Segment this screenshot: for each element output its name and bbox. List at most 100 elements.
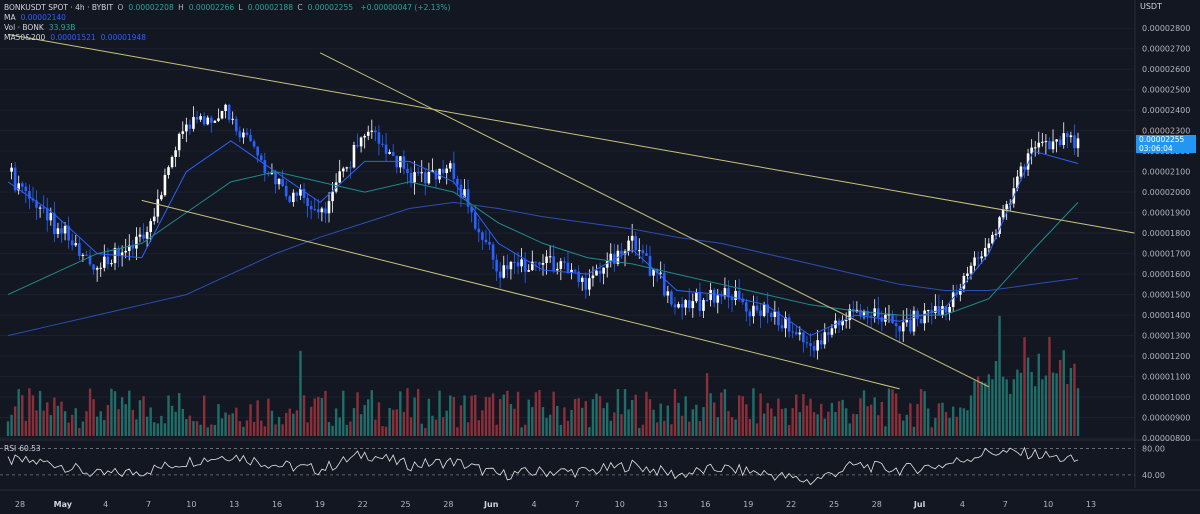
volume-bar xyxy=(81,421,85,436)
candle-body xyxy=(481,232,484,240)
volume-bar xyxy=(6,421,10,436)
candle-body xyxy=(117,247,120,256)
candle-body xyxy=(737,290,741,299)
currency-label[interactable]: USDT xyxy=(1140,2,1162,11)
candle-body xyxy=(281,178,284,186)
candle-body xyxy=(381,143,384,145)
candle-body xyxy=(566,262,570,273)
candle-body xyxy=(748,311,752,317)
volume-bar xyxy=(1005,379,1008,436)
candle-body xyxy=(67,225,70,241)
candle-body xyxy=(912,310,916,332)
symbol-label[interactable]: BONKUSDT SPOT · 4h · BYBIT xyxy=(4,3,114,12)
volume-bar xyxy=(784,408,787,436)
volume-bar xyxy=(688,421,691,436)
volume-bar xyxy=(506,390,509,436)
candle-body xyxy=(695,292,698,302)
time-axis[interactable]: 28 May 4 7 10 13 16 19 22 25 28 Jun 4 7 10 13 16 19 22 25 28… xyxy=(0,489,1200,509)
volume-bar xyxy=(128,390,131,436)
volume-bar xyxy=(698,421,702,436)
candle-body xyxy=(563,261,566,263)
volume-bar xyxy=(474,395,477,436)
volume-bar xyxy=(955,416,958,436)
candle-body xyxy=(1026,153,1030,170)
candle-body xyxy=(409,172,413,183)
rsi-value: 60.53 xyxy=(19,444,41,453)
candle-body xyxy=(17,183,20,191)
candle-body xyxy=(1016,176,1019,189)
volume-bar xyxy=(773,416,777,436)
volume-row[interactable]: Vol · BONK 33.93B xyxy=(4,23,77,33)
price-axis[interactable]: 0.00002800 0.00002700 0.00002600 0.00002500… xyxy=(1134,0,1190,488)
rsi-line xyxy=(7,446,1079,486)
volume-bar xyxy=(905,414,908,436)
candle-body xyxy=(841,320,844,326)
ma-row[interactable]: MA 0.00002140 xyxy=(4,13,68,23)
volume-bar xyxy=(192,421,195,436)
ma50-200-row[interactable]: MA50&200 0.00001521 0.00001948 xyxy=(4,33,148,43)
time-tick-label: 22 xyxy=(786,500,796,509)
candle-body xyxy=(38,207,42,209)
candle-body xyxy=(142,234,145,239)
price-candles[interactable] xyxy=(10,103,1080,360)
volume-bar xyxy=(135,419,138,436)
volume-bar xyxy=(49,415,52,436)
volume-bar xyxy=(270,410,274,436)
volume-bar xyxy=(263,426,266,436)
volume-bar xyxy=(1055,373,1058,436)
time-tick-label: 25 xyxy=(829,500,839,509)
candle-body xyxy=(420,172,424,174)
candle-body xyxy=(869,315,873,317)
price-tick-label: 0.00001100 xyxy=(1142,373,1190,382)
volume-bar xyxy=(313,398,316,436)
volume-bar xyxy=(1034,386,1037,436)
volume-bar xyxy=(459,405,463,436)
volume-bar xyxy=(295,410,299,436)
volume-bar xyxy=(67,422,70,436)
candle-body xyxy=(531,261,534,271)
time-tick-label: 4 xyxy=(103,500,108,509)
trend-lines[interactable] xyxy=(7,33,1136,390)
volume-bar xyxy=(42,410,45,436)
candle-body xyxy=(438,168,441,180)
volume-bar xyxy=(377,402,381,436)
volume-bar xyxy=(256,400,259,436)
candle-body xyxy=(784,317,787,329)
candle-body xyxy=(302,189,306,199)
volume-bar xyxy=(1076,388,1080,436)
price-tick-label: 0.00002000 xyxy=(1142,188,1190,197)
candle-body xyxy=(309,206,313,210)
candle-body xyxy=(313,209,317,211)
candle-body xyxy=(905,319,909,323)
volume-bar xyxy=(638,427,641,436)
candle-body xyxy=(10,167,13,172)
candle-body xyxy=(477,228,481,233)
candle-body xyxy=(163,174,167,196)
grid xyxy=(0,27,1135,439)
rsi-label[interactable]: RSI 60.53 xyxy=(4,444,41,453)
candle-body xyxy=(452,163,456,179)
candle-body xyxy=(177,133,181,151)
candle-body xyxy=(152,216,156,222)
candle-body xyxy=(573,269,577,272)
price-tick-label: 0.00001700 xyxy=(1142,250,1190,259)
candle-body xyxy=(463,189,466,198)
price-tick-label: 0.00002700 xyxy=(1142,45,1190,54)
candle-body xyxy=(434,170,438,180)
candle-body xyxy=(677,303,680,308)
volume-bar xyxy=(866,406,869,436)
candle-body xyxy=(149,221,152,233)
volume-bar xyxy=(727,411,730,436)
candle-body xyxy=(356,144,359,147)
volume-bar xyxy=(780,408,784,436)
volume-bar xyxy=(606,402,609,436)
candle-body xyxy=(816,340,819,351)
candle-body xyxy=(894,323,898,326)
candle-body xyxy=(231,118,234,120)
volume-bar xyxy=(60,401,63,436)
candle-body xyxy=(220,110,224,119)
low-value: 0.00002188 xyxy=(247,3,294,12)
candle-body xyxy=(1058,139,1062,145)
volume-bar xyxy=(156,423,159,436)
